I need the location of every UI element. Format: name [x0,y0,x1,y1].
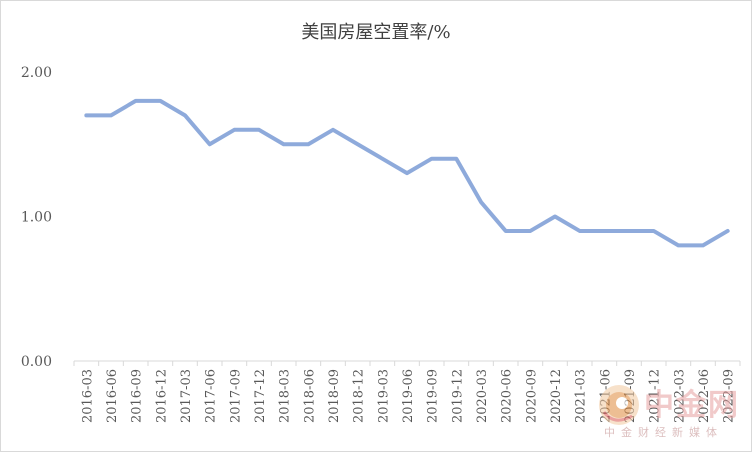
x-tick-label: 2016-12 [154,369,169,423]
x-tick-label: 2019-03 [376,369,391,423]
x-tick-label: 2018-12 [352,369,367,423]
x-tick-label: 2020-03 [475,369,490,423]
logo-swirl-icon [599,385,639,425]
y-tick-label: 2.00 [21,65,52,81]
x-tick-label: 2016-03 [80,369,95,423]
x-tick-label: 2017-03 [179,369,194,423]
x-tick-label: 2017-09 [228,369,243,423]
x-tick-label: 2017-12 [253,369,268,423]
x-axis-ticks: 2016-03 2016-06 2016-09 2016-12 2017-03 2017-… [80,369,736,423]
x-tick-label: 2021-12 [648,369,663,423]
x-axis-tickmarks [73,361,741,366]
x-tick-label: 2019-12 [450,369,465,423]
x-tick-label: 2022-03 [672,369,687,423]
x-tick-label: 2016-09 [130,369,145,423]
x-tick-label: 2020-06 [500,369,515,423]
x-tick-label: 2018-03 [278,369,293,423]
x-tick-label: 2018-09 [327,369,342,423]
y-tick-label: 1.00 [21,210,52,226]
x-tick-label: 2022-06 [697,369,712,423]
x-tick-label: 2018-06 [302,369,317,423]
x-tick-label: 2020-12 [549,369,564,423]
x-tick-label: 2019-06 [401,369,416,423]
watermark-subtitle: 中金财经新媒体 [604,426,723,439]
x-tick-label: 2017-06 [204,369,219,423]
y-axis-ticks: 0.00 1.00 2.00 [21,65,52,370]
x-tick-label: 2020-09 [524,369,539,423]
series-line [84,98,730,248]
x-tick-label: 2019-09 [426,369,441,423]
y-tick-label: 0.00 [21,354,52,370]
watermark-logo: 中金网 中金财经新媒体 [596,380,746,446]
x-tick-label: 2022-09 [722,369,737,423]
x-tick-label: 2021-03 [574,369,589,423]
chart-title: 美国房屋空置率/% [301,22,451,43]
x-tick-label: 2016-06 [105,369,120,423]
watermark-name: 中金网 [644,388,740,423]
